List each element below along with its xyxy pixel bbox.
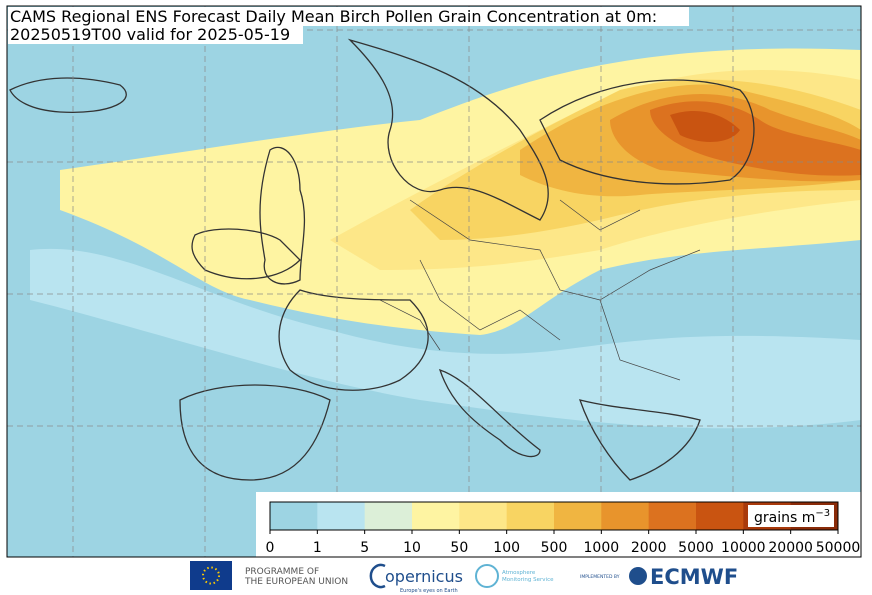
implemented-by: IMPLEMENTED BY bbox=[580, 574, 620, 580]
eu-stars bbox=[202, 566, 220, 585]
cams-text: Monitoring Service bbox=[502, 577, 554, 583]
map: CAMS Regional ENS Forecast Daily Mean Bi… bbox=[7, 6, 861, 557]
field-low bbox=[30, 248, 861, 429]
colorbar-tick-label: 5 bbox=[360, 540, 369, 556]
unit-text: grains m bbox=[754, 510, 815, 526]
colorbar-tick-label: 2000 bbox=[631, 540, 667, 556]
cams-text: Atmosphere bbox=[502, 570, 536, 576]
colorbar-tick-label: 0 bbox=[266, 540, 275, 556]
colorbar-tick-label: 5000 bbox=[678, 540, 714, 556]
eu-text: PROGRAMME OF bbox=[245, 567, 319, 577]
colorbar-tick-label: 50000 bbox=[816, 540, 861, 556]
subtitle: 20250519T00 valid for 2025-05-19 bbox=[10, 25, 290, 44]
colorbar-tick-label: 50 bbox=[450, 540, 468, 556]
title: CAMS Regional ENS Forecast Daily Mean Bi… bbox=[10, 7, 657, 26]
colorbar-tick-label: 500 bbox=[541, 540, 568, 556]
graticule bbox=[7, 6, 861, 557]
title-bg bbox=[8, 7, 689, 26]
colorbar: 0 1 5 10 50 100 500 1000 2000 5000 10000 20000 50000… bbox=[266, 501, 861, 556]
unit-exponent: −3 bbox=[815, 508, 830, 519]
colorbar-bin bbox=[648, 502, 697, 530]
colorbar-tick-label: 10000 bbox=[721, 540, 766, 556]
colorbar-bin bbox=[554, 502, 602, 530]
colorbar-tick-label: 100 bbox=[493, 540, 520, 556]
coastline bbox=[9, 38, 755, 481]
colorbar-tick-label: 20000 bbox=[768, 540, 813, 556]
colorbar-bin bbox=[412, 502, 460, 530]
eu-flag bbox=[190, 561, 232, 590]
colorbar-bin bbox=[459, 502, 508, 530]
cams-logo bbox=[475, 564, 499, 588]
country-border bbox=[379, 199, 701, 381]
colorbar-bin bbox=[601, 502, 650, 530]
colorbar-bin bbox=[317, 502, 366, 530]
copernicus-logo: opernicus bbox=[385, 567, 463, 586]
colorbar-tick-label: 1000 bbox=[584, 540, 620, 556]
unit-bg bbox=[748, 505, 834, 527]
copernicus-tagline: Europe's eyes on Earth bbox=[400, 588, 458, 594]
colorbar-bin bbox=[270, 502, 318, 530]
field-5000-10000 bbox=[670, 110, 740, 142]
ecmwf-logo: ECMWF bbox=[650, 565, 738, 589]
map-frame bbox=[6, 5, 862, 558]
colorbar-bin bbox=[506, 502, 555, 530]
footer: PROGRAMME OF THE EUROPEAN UNION opernicu… bbox=[190, 561, 738, 594]
title-bg bbox=[8, 26, 303, 44]
colorbar-bin bbox=[696, 502, 744, 530]
colorbar-tick-label: 10 bbox=[403, 540, 421, 556]
colorbar-bin bbox=[364, 502, 413, 530]
copernicus-c bbox=[369, 563, 386, 589]
ecmwf-icon bbox=[629, 567, 647, 585]
colorbar-tick-label: 1 bbox=[313, 540, 322, 556]
colorbar-unit: grains m−3 bbox=[754, 508, 830, 526]
eu-text: THE EUROPEAN UNION bbox=[244, 577, 348, 587]
